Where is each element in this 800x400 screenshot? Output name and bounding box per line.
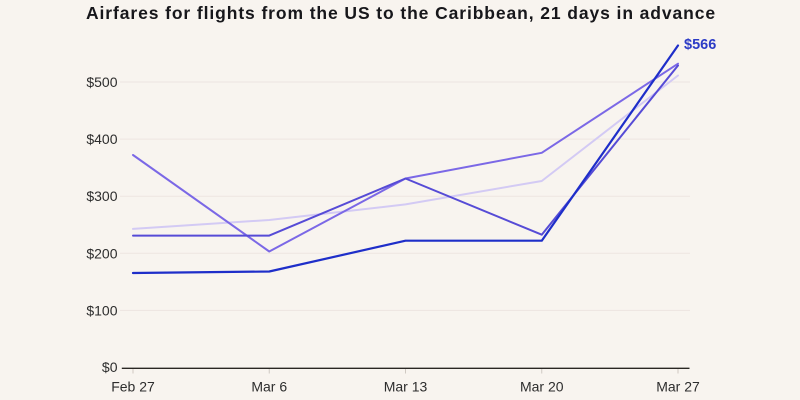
svg-text:Mar 13: Mar 13 [384, 379, 428, 395]
svg-text:Airfares for flights from the: Airfares for flights from the US to the … [86, 3, 716, 23]
svg-text:Mar 27: Mar 27 [656, 379, 700, 395]
svg-text:$400: $400 [86, 131, 117, 147]
svg-text:$200: $200 [86, 245, 117, 261]
svg-text:Feb 27: Feb 27 [111, 379, 155, 395]
svg-text:$566: $566 [684, 37, 716, 53]
svg-text:$300: $300 [86, 188, 117, 204]
svg-text:Mar 6: Mar 6 [251, 379, 287, 395]
svg-text:$100: $100 [86, 302, 117, 318]
svg-text:$0: $0 [102, 359, 118, 375]
svg-text:$500: $500 [86, 74, 117, 90]
svg-text:Mar 20: Mar 20 [520, 379, 564, 395]
